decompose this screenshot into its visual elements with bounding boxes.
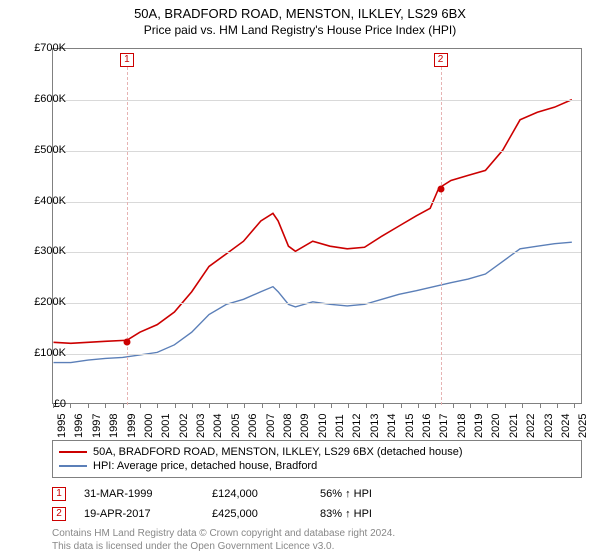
x-axis-tick-label: 2024 — [560, 414, 572, 438]
x-axis-tick-label: 2015 — [404, 414, 416, 438]
sale-row: 2 19-APR-2017 £425,000 83% ↑ HPI — [52, 504, 420, 524]
x-axis-tick-label: 2021 — [508, 414, 520, 438]
sale-marker-1: 1 — [52, 487, 66, 501]
x-axis-tick-label: 2011 — [334, 414, 346, 438]
sale-dot-2 — [437, 185, 444, 192]
legend-item-hpi: HPI: Average price, detached house, Brad… — [59, 459, 575, 473]
footer-line: Contains HM Land Registry data © Crown c… — [52, 528, 395, 541]
y-axis-tick-label: £400K — [34, 195, 66, 207]
figure-root: 50A, BRADFORD ROAD, MENSTON, ILKLEY, LS2… — [0, 0, 600, 560]
x-axis-tick-label: 2005 — [230, 414, 242, 438]
series-line-price — [53, 100, 571, 344]
footer-line: This data is licensed under the Open Gov… — [52, 541, 395, 554]
sale-date: 31-MAR-1999 — [84, 488, 194, 500]
chart-title: 50A, BRADFORD ROAD, MENSTON, ILKLEY, LS2… — [0, 0, 600, 21]
legend-swatch-price — [59, 451, 87, 453]
x-axis-tick-label: 2010 — [317, 414, 329, 438]
x-axis-tick-label: 2016 — [421, 414, 433, 438]
x-axis-tick-label: 2002 — [178, 414, 190, 438]
x-axis-tick-label: 2020 — [490, 414, 502, 438]
y-axis-tick-label: £700K — [34, 42, 66, 54]
chart-plot-area: 12 — [52, 48, 582, 404]
x-axis-tick-label: 2007 — [265, 414, 277, 438]
x-axis-tick-label: 2025 — [577, 414, 589, 438]
x-axis-tick-label: 2014 — [386, 414, 398, 438]
y-axis-tick-label: £300K — [34, 245, 66, 257]
legend-swatch-hpi — [59, 465, 87, 467]
x-axis-tick-label: 2008 — [282, 414, 294, 438]
y-axis-tick-label: £100K — [34, 347, 66, 359]
x-axis-tick-label: 2018 — [456, 414, 468, 438]
x-axis-tick-label: 2023 — [543, 414, 555, 438]
x-axis-tick-label: 2017 — [438, 414, 450, 438]
x-axis-tick-label: 2000 — [143, 414, 155, 438]
sale-dot-1 — [123, 338, 130, 345]
sale-marker-2: 2 — [52, 507, 66, 521]
sale-date: 19-APR-2017 — [84, 508, 194, 520]
sale-events: 1 31-MAR-1999 £124,000 56% ↑ HPI 2 19-AP… — [52, 484, 420, 524]
chart-svg — [53, 49, 581, 403]
legend-item-price: 50A, BRADFORD ROAD, MENSTON, ILKLEY, LS2… — [59, 445, 575, 459]
y-axis-tick-label: £200K — [34, 296, 66, 308]
x-axis-tick-label: 1998 — [108, 414, 120, 438]
x-axis-tick-label: 2004 — [212, 414, 224, 438]
sale-hpi: 56% ↑ HPI — [320, 488, 420, 500]
chart-marker-2: 2 — [434, 53, 448, 67]
x-axis-tick-label: 2003 — [195, 414, 207, 438]
x-axis-tick-label: 2009 — [299, 414, 311, 438]
footer-attribution: Contains HM Land Registry data © Crown c… — [52, 528, 395, 553]
sale-price: £124,000 — [212, 488, 302, 500]
y-axis-tick-label: £500K — [34, 144, 66, 156]
x-axis-tick-label: 2013 — [369, 414, 381, 438]
x-axis-tick-label: 2001 — [160, 414, 172, 438]
x-axis-tick-label: 1996 — [73, 414, 85, 438]
sale-price: £425,000 — [212, 508, 302, 520]
sale-hpi: 83% ↑ HPI — [320, 508, 420, 520]
x-axis-tick-label: 2022 — [525, 414, 537, 438]
x-axis-tick-label: 1997 — [91, 414, 103, 438]
x-axis-tick-label: 2012 — [351, 414, 363, 438]
legend-label-hpi: HPI: Average price, detached house, Brad… — [93, 460, 317, 472]
chart-marker-1: 1 — [120, 53, 134, 67]
y-axis-tick-label: £600K — [34, 93, 66, 105]
chart-subtitle: Price paid vs. HM Land Registry's House … — [0, 21, 600, 37]
sale-row: 1 31-MAR-1999 £124,000 56% ↑ HPI — [52, 484, 420, 504]
y-axis-tick-label: £0 — [54, 398, 66, 410]
legend-label-price: 50A, BRADFORD ROAD, MENSTON, ILKLEY, LS2… — [93, 446, 462, 458]
legend: 50A, BRADFORD ROAD, MENSTON, ILKLEY, LS2… — [52, 440, 582, 478]
x-axis-tick-label: 2019 — [473, 414, 485, 438]
x-axis-tick-label: 1995 — [56, 414, 68, 438]
x-axis-tick-label: 1999 — [126, 414, 138, 438]
x-axis-tick-label: 2006 — [247, 414, 259, 438]
